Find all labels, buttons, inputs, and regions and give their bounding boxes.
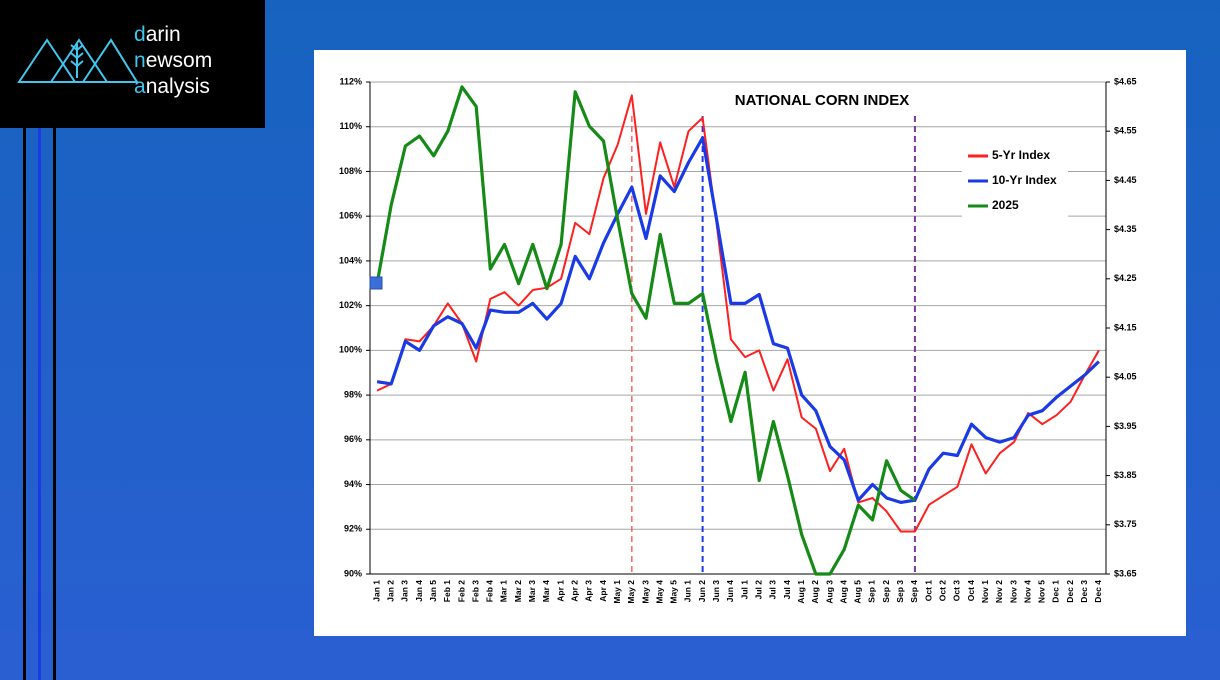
y-tick-label: 112% [339, 76, 362, 86]
legend-label: 5-Yr Index [992, 148, 1050, 162]
x-tick-label: Apr 1 [555, 580, 565, 602]
y-tick-label: 96% [344, 434, 362, 444]
x-tick-label: Apr 4 [598, 580, 608, 602]
logo-line: newsom [134, 49, 213, 72]
line-series [375, 85, 916, 576]
x-tick-label: Jun 2 [697, 580, 707, 602]
x-tick-label: Oct 3 [952, 580, 962, 602]
x-tick-label: Jul 4 [782, 580, 792, 600]
x-tick-label: May 3 [640, 580, 650, 604]
x-tick-label: Dec 4 [1093, 580, 1103, 603]
x-tick-label: Aug 1 [796, 580, 806, 604]
y2-tick-label: $4.25 [1114, 273, 1137, 283]
x-tick-label: Feb 3 [470, 580, 480, 602]
y2-tick-label: $3.95 [1114, 421, 1137, 431]
x-tick-label: Apr 3 [584, 580, 594, 602]
y2-tick-label: $4.35 [1114, 224, 1137, 234]
y2-tick-label: $4.45 [1114, 175, 1137, 185]
x-tick-label: Dec 2 [1065, 580, 1075, 603]
x-tick-label: Nov 2 [994, 580, 1004, 603]
legend-label: 10-Yr Index [992, 173, 1057, 187]
y-tick-label: 98% [344, 389, 362, 399]
x-tick-label: Jul 3 [768, 580, 778, 600]
decor-bar [23, 128, 26, 680]
x-tick-label: Nov 5 [1037, 580, 1047, 603]
y2-tick-label: $3.85 [1114, 470, 1137, 480]
x-tick-label: Oct 2 [937, 580, 947, 602]
decor-bar [38, 128, 41, 680]
x-tick-label: Aug 4 [838, 580, 848, 604]
x-tick-label: Jan 1 [371, 580, 381, 602]
x-tick-label: Nov 4 [1022, 580, 1032, 603]
x-tick-label: Jun 3 [711, 580, 721, 602]
x-tick-label: Jan 2 [385, 580, 395, 602]
logo: darin newsom analysis [0, 0, 265, 128]
y2-tick-label: $4.15 [1114, 322, 1137, 332]
logo-line: darin [134, 23, 181, 46]
x-tick-label: May 5 [669, 580, 679, 604]
x-tick-label: Jun 1 [683, 580, 693, 602]
line-series [376, 94, 1100, 533]
x-tick-label: Feb 1 [442, 580, 452, 602]
x-tick-label: Jan 4 [414, 580, 424, 602]
x-tick-label: Mar 4 [541, 580, 551, 602]
y-tick-label: 102% [339, 300, 362, 310]
x-tick-label: May 1 [612, 580, 622, 604]
x-tick-label: Sep 4 [909, 580, 919, 603]
logo-text: darin newsom analysis [134, 22, 212, 100]
y2-tick-label: $4.65 [1114, 76, 1137, 86]
x-tick-label: Mar 3 [527, 580, 537, 602]
x-tick-label: Jul 1 [739, 580, 749, 600]
x-tick-label: Dec 3 [1079, 580, 1089, 603]
x-tick-label: Aug 5 [853, 580, 863, 604]
x-tick-label: Jan 5 [428, 580, 438, 602]
y2-tick-label: $4.55 [1114, 126, 1137, 136]
y2-tick-label: $3.65 [1114, 568, 1137, 578]
x-tick-label: Mar 2 [513, 580, 523, 602]
marker-square [369, 276, 383, 290]
x-tick-label: Jul 2 [753, 580, 763, 600]
chart-title: NATIONAL CORN INDEX [735, 92, 909, 109]
x-tick-label: May 2 [626, 580, 636, 604]
x-tick-label: Jun 4 [725, 580, 735, 602]
legend-label: 2025 [992, 198, 1019, 212]
x-tick-label: Nov 3 [1008, 580, 1018, 603]
x-tick-label: Aug 2 [810, 580, 820, 604]
logo-line: analysis [134, 75, 210, 98]
x-tick-label: May 4 [654, 580, 664, 604]
x-tick-label: Apr 2 [569, 580, 579, 602]
y-tick-label: 106% [339, 211, 362, 221]
x-tick-label: Sep 1 [867, 580, 877, 603]
y-tick-label: 110% [339, 121, 362, 131]
x-tick-label: Feb 4 [485, 580, 495, 602]
y-tick-label: 90% [344, 568, 362, 578]
y-tick-label: 100% [339, 345, 362, 355]
x-tick-label: Oct 1 [923, 580, 933, 602]
x-tick-label: Mar 1 [499, 580, 509, 602]
x-tick-label: Dec 1 [1051, 580, 1061, 603]
line-series [376, 136, 1101, 504]
x-tick-label: Aug 3 [824, 580, 834, 604]
y-tick-label: 104% [339, 255, 362, 265]
decor-bar [53, 128, 56, 680]
y-tick-label: 108% [339, 166, 362, 176]
x-tick-label: Sep 2 [881, 580, 891, 603]
y-tick-label: 94% [344, 479, 362, 489]
x-tick-label: Feb 2 [456, 580, 466, 602]
logo-icon [17, 38, 139, 83]
x-tick-label: Sep 3 [895, 580, 905, 603]
y-tick-label: 92% [344, 524, 362, 534]
x-tick-label: Oct 4 [966, 580, 976, 602]
y2-tick-label: $4.05 [1114, 372, 1137, 382]
y2-tick-label: $3.75 [1114, 519, 1137, 529]
x-tick-label: Jan 3 [400, 580, 410, 602]
x-tick-label: Nov 1 [980, 580, 990, 603]
